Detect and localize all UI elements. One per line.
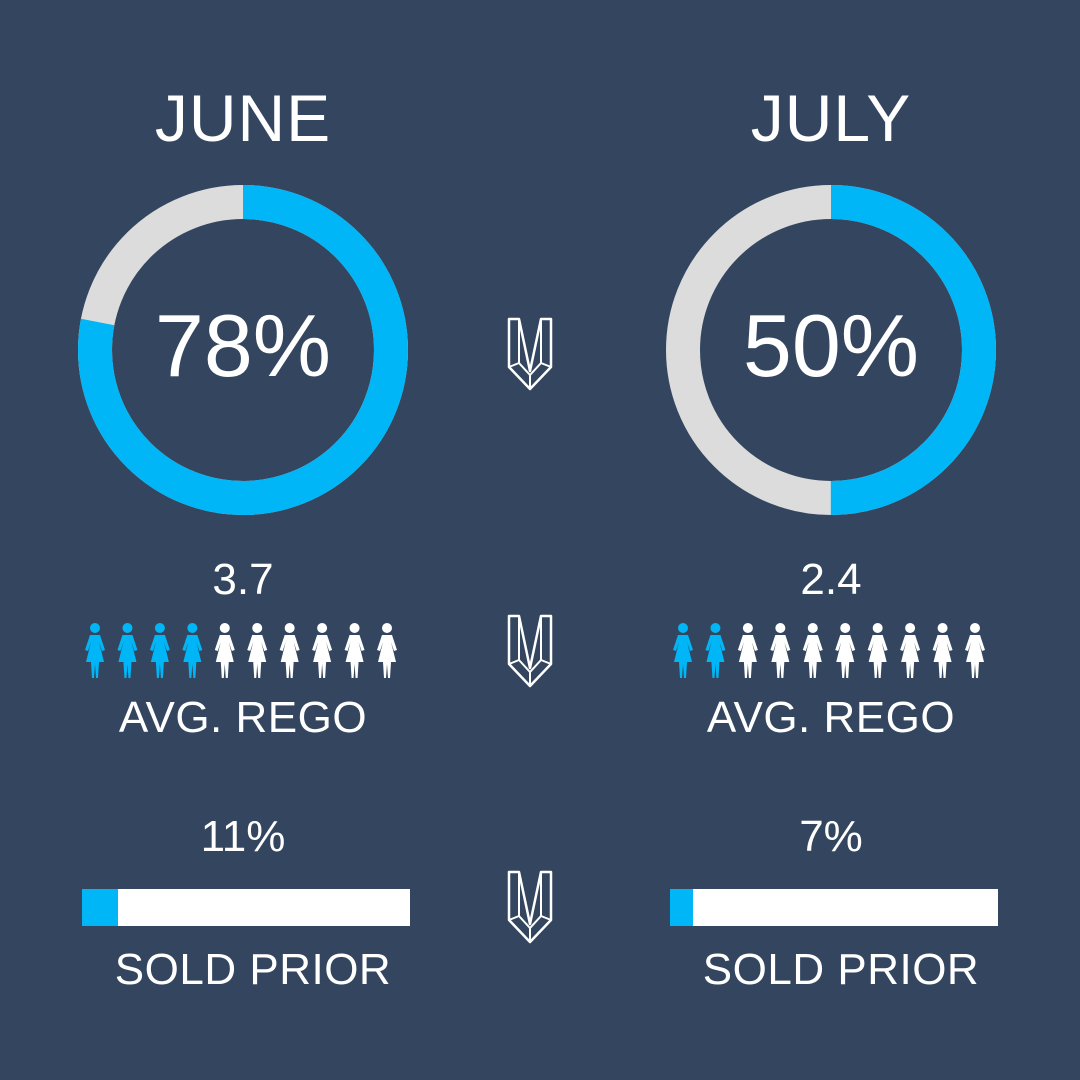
person-icon: [900, 623, 921, 678]
person-icon: [344, 623, 365, 678]
people-pictogram: [673, 623, 985, 678]
sold-prior-label: SOLD PRIOR: [702, 945, 980, 994]
person-icon: [312, 623, 333, 678]
person-icon: [279, 623, 300, 678]
percent-value: 78%: [154, 296, 332, 395]
avg-rego-value: 2.4: [800, 555, 862, 604]
person-icon: [867, 623, 888, 678]
chevron-down-icon: [507, 870, 553, 944]
person-icon: [770, 623, 791, 678]
sold-prior-label: SOLD PRIOR: [114, 945, 392, 994]
person-icon: [737, 623, 758, 678]
sold-prior-bar: [670, 889, 998, 926]
sold-prior-value: 11%: [200, 812, 286, 861]
person-icon: [932, 623, 953, 678]
person-icon: [802, 623, 823, 678]
sold-prior-bar-fill: [82, 889, 119, 926]
june-column: JUNE 78% 3.7 AVG. REGO 11% SOLD PRIOR: [73, 0, 413, 1080]
person-icon: [965, 623, 985, 678]
sold-prior-bar: [82, 889, 410, 926]
percent-ring: [78, 185, 408, 515]
person-icon: [149, 623, 170, 678]
july-column: JULY 50% 2.4 AVG. REGO 7% SOLD PRIOR: [661, 0, 1001, 1080]
avg-rego-value: 3.7: [212, 555, 274, 604]
person-icon: [117, 623, 138, 678]
person-icon: [247, 623, 268, 678]
month-title: JUNE: [154, 81, 332, 155]
person-icon: [835, 623, 856, 678]
person-icon: [705, 623, 726, 678]
percent-value: 50%: [742, 296, 920, 395]
ring-progress-arc: [666, 185, 996, 515]
percent-ring: [666, 185, 996, 515]
person-icon: [673, 623, 693, 678]
person-icon: [182, 623, 203, 678]
avg-rego-label: AVG. REGO: [118, 693, 368, 742]
avg-rego-label: AVG. REGO: [706, 693, 956, 742]
sold-prior-value: 7%: [799, 812, 863, 861]
ring-progress-arc: [78, 185, 408, 515]
chevron-down-icon: [507, 614, 553, 688]
person-icon: [85, 623, 105, 678]
month-title: JULY: [750, 81, 912, 155]
sold-prior-bar-fill: [670, 889, 693, 926]
chevron-down-icon: [507, 317, 553, 391]
people-pictogram: [85, 623, 397, 678]
person-icon: [377, 623, 397, 678]
person-icon: [214, 623, 235, 678]
